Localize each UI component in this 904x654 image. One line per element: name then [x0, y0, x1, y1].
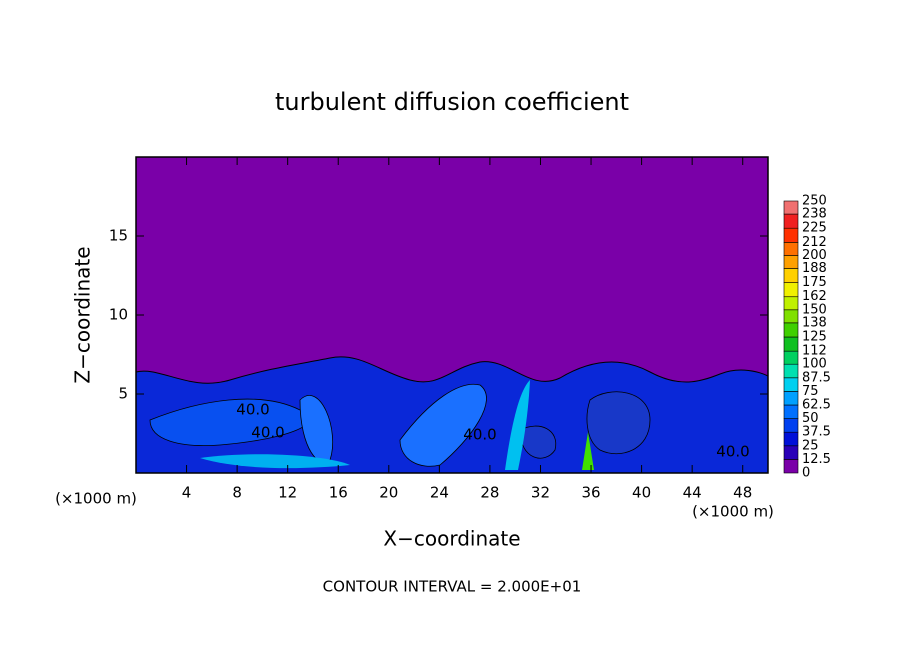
x-tick-label: 20	[379, 484, 398, 502]
colorbar-band	[783, 391, 799, 406]
colorbar-label: 138	[802, 315, 827, 330]
colorbar-band	[783, 445, 799, 460]
colorbar-band	[783, 431, 799, 447]
x-tick-label: 16	[329, 484, 348, 502]
colorbar-band	[783, 282, 799, 298]
x-tick-label: 28	[480, 484, 499, 502]
colorbar-band	[783, 227, 799, 243]
colorbar-band	[783, 459, 799, 474]
colorbar-band	[783, 350, 799, 365]
colorbar-band	[783, 296, 799, 311]
field-region	[399, 383, 487, 467]
colorbar-band	[783, 418, 799, 433]
x-tick-label: 12	[278, 484, 297, 502]
colorbar-label: 125	[802, 330, 827, 345]
colorbar-label: 25	[802, 438, 819, 453]
y-tick-label: 10	[109, 306, 128, 324]
field	[135, 157, 769, 474]
y-axis-label: Z−coordinate	[71, 246, 95, 383]
contour-label: 40.0	[236, 401, 269, 419]
colorbar-band	[783, 363, 799, 379]
x-tick-label: 24	[430, 484, 449, 502]
colorbar-band	[783, 322, 799, 338]
contour-label: 40.0	[251, 424, 284, 442]
colorbar-label: 175	[802, 275, 827, 290]
field-region	[519, 425, 557, 459]
colorbar-label: 250	[802, 194, 827, 209]
colorbar-label: 12.5	[802, 452, 831, 467]
x-tick-label: 32	[531, 484, 550, 502]
colorbar-band	[783, 309, 799, 324]
colorbar-label: 37.5	[802, 425, 831, 440]
y-tick-label: 5	[118, 385, 128, 403]
field-region	[582, 432, 594, 470]
x-tick-label: 4	[182, 484, 192, 502]
colorbar-label: 238	[802, 207, 827, 222]
colorbar-label: 162	[802, 289, 827, 304]
field-region	[505, 380, 530, 470]
colorbar-band	[783, 268, 799, 283]
x-tick-label: 36	[581, 484, 600, 502]
x-axis-label: X−coordinate	[383, 527, 520, 551]
colorbar-band	[783, 255, 799, 269]
colorbar-label: 200	[802, 248, 827, 263]
contour-label: 40.0	[463, 426, 496, 444]
colorbar-label: 75	[802, 384, 819, 399]
y-tick-label: 15	[109, 227, 128, 245]
colorbar-label: 50	[802, 411, 819, 426]
contour-label: 40.0	[716, 443, 749, 461]
colorbar-band	[783, 377, 799, 392]
colorbar-label: 225	[802, 221, 827, 236]
field-region	[586, 391, 651, 454]
footnote: CONTOUR INTERVAL = 2.000E+01	[323, 578, 582, 596]
x-tick-label: 40	[632, 484, 651, 502]
colorbar-band	[783, 213, 799, 229]
colorbar-label: 112	[802, 344, 827, 359]
colorbar-label: 0	[802, 466, 810, 481]
colorbar-band	[783, 336, 799, 352]
field-region	[200, 454, 350, 469]
unit-label: (×1000 m)	[692, 503, 774, 521]
unit-label: (×1000 m)	[55, 490, 137, 508]
colorbar-band	[783, 242, 799, 256]
colorbar-band	[783, 404, 799, 419]
x-tick-label: 8	[232, 484, 242, 502]
colorbar-band	[783, 200, 799, 215]
chart-title: turbulent diffusion coefficient	[275, 88, 629, 116]
colorbar-label: 62.5	[802, 398, 831, 413]
x-tick-label: 48	[733, 484, 752, 502]
colorbar-label: 188	[802, 261, 827, 276]
colorbar-label: 87.5	[802, 370, 831, 385]
colorbar-label: 100	[802, 357, 827, 372]
x-tick-label: 44	[683, 484, 702, 502]
colorbar-label: 212	[802, 235, 827, 250]
colorbar-label: 150	[802, 302, 827, 317]
